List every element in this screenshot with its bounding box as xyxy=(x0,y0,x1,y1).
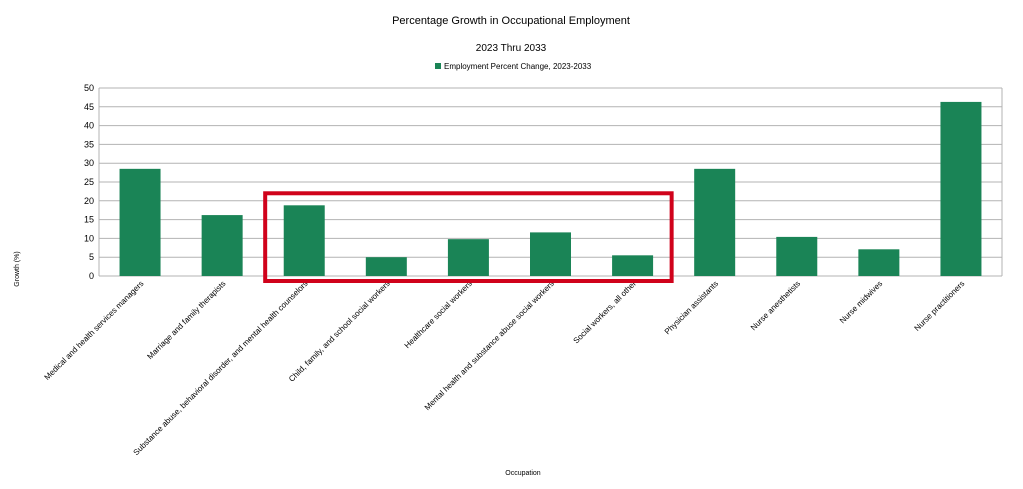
y-tick-label: 30 xyxy=(84,158,94,168)
bar xyxy=(858,249,900,276)
x-category-label: Medical and health services managers xyxy=(43,279,146,382)
y-tick-label: 20 xyxy=(84,196,94,206)
y-tick-label: 10 xyxy=(84,233,94,243)
y-tick-label: 5 xyxy=(89,252,94,262)
bars xyxy=(119,101,982,276)
bar xyxy=(776,236,818,276)
bar xyxy=(201,215,243,276)
x-category-label: Nurse midwives xyxy=(838,279,884,325)
x-axis-categories: Medical and health services managers Marr… xyxy=(43,279,967,457)
chart-title: Percentage Growth in Occupational Employ… xyxy=(392,15,630,27)
x-category-label: Nurse anesthetists xyxy=(749,279,802,332)
x-category-label: Social workers, all other xyxy=(572,279,639,346)
bar xyxy=(694,168,736,276)
legend: Employment Percent Change, 2023-2033 xyxy=(435,62,592,71)
bar xyxy=(365,257,407,276)
x-category-label: Physician assistants xyxy=(663,279,720,336)
bar xyxy=(119,168,161,276)
y-tick-label: 50 xyxy=(84,83,94,93)
y-axis-ticks: 0 5 10 15 20 25 30 35 40 45 50 xyxy=(84,83,94,281)
legend-swatch xyxy=(435,63,441,69)
bar xyxy=(940,101,982,276)
x-axis-label: Occupation xyxy=(505,470,541,477)
legend-label: Employment Percent Change, 2023-2033 xyxy=(444,62,592,71)
x-category-label: Nurse practitioners xyxy=(913,279,967,333)
x-category-label: Mental health and substance abuse social… xyxy=(423,279,556,412)
y-tick-label: 15 xyxy=(84,215,94,225)
bar xyxy=(283,205,325,276)
y-tick-label: 45 xyxy=(84,102,94,112)
y-axis-label: Growth (%) xyxy=(14,251,21,286)
y-tick-label: 40 xyxy=(84,121,94,131)
x-category-label: Child, family, and school social workers xyxy=(287,279,392,384)
y-tick-label: 0 xyxy=(89,271,94,281)
bar xyxy=(447,239,489,276)
bar xyxy=(530,232,571,276)
x-category-label: Marriage and family therapists xyxy=(145,279,227,361)
gridlines xyxy=(98,87,1003,277)
bar xyxy=(612,255,654,276)
x-category-label: Healthcare social workers xyxy=(403,279,474,350)
x-category-label: Substance abuse, behavioral disorder, an… xyxy=(132,279,310,457)
highlight-box xyxy=(263,191,674,283)
chart-subtitle: 2023 Thru 2033 xyxy=(476,43,547,54)
y-tick-label: 25 xyxy=(84,177,94,187)
y-tick-label: 35 xyxy=(84,139,94,149)
